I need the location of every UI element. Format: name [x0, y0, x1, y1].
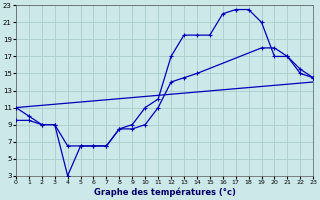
- X-axis label: Graphe des températures (°c): Graphe des températures (°c): [94, 188, 236, 197]
